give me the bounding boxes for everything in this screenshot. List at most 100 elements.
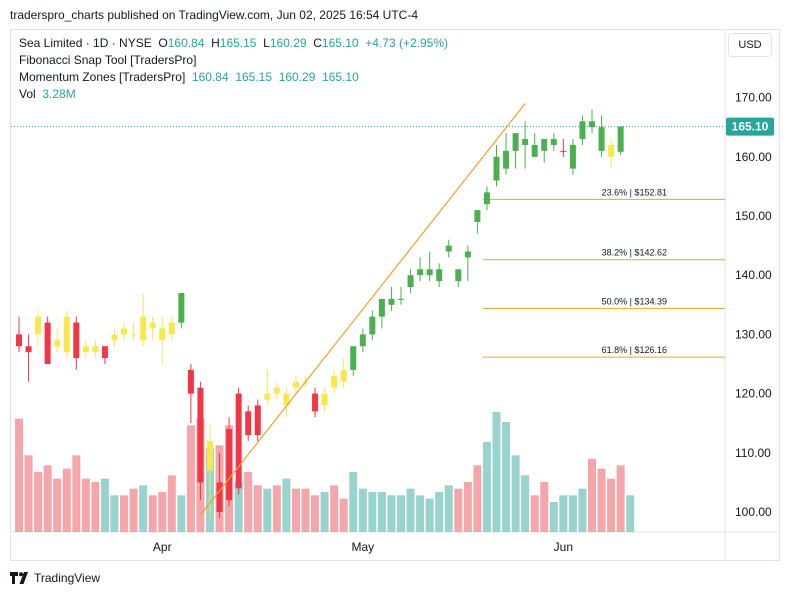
legend-low: 160.29 xyxy=(269,36,307,50)
candle-body xyxy=(426,269,433,276)
candle-body xyxy=(598,127,605,151)
legend-symbol[interactable]: Sea Limited · 1D · NYSE xyxy=(19,36,152,50)
volume-bar xyxy=(272,485,281,532)
volume-bar xyxy=(15,418,23,532)
fib-trendline xyxy=(199,103,526,516)
volume-bar xyxy=(129,488,138,532)
legend-indicator-fib[interactable]: Fibonacci Snap Tool [TradersPro] xyxy=(19,53,197,67)
candle-body xyxy=(541,139,548,151)
volume-bar xyxy=(263,488,272,532)
publisher-caption: traderspro_charts published on TradingVi… xyxy=(10,8,419,22)
volume-bar xyxy=(511,455,520,532)
price-tick-label: 100.00 xyxy=(735,505,772,519)
price-tick-label: 140.00 xyxy=(735,268,772,282)
candle-body xyxy=(550,139,557,145)
candle-body xyxy=(483,192,490,205)
legend-high: 165.15 xyxy=(219,36,257,50)
price-tick-label: 130.00 xyxy=(735,327,772,341)
volume-bar xyxy=(291,488,300,532)
volume-bar xyxy=(463,482,472,532)
candle-body xyxy=(273,387,280,394)
time-tick-label: May xyxy=(351,540,374,554)
chart-legend: Sea Limited · 1D · NYSE O160.84 H165.15 … xyxy=(19,35,448,103)
volume-bar xyxy=(358,488,367,532)
volume-bar xyxy=(540,482,549,532)
volume-bar xyxy=(549,502,558,532)
candle-body xyxy=(235,393,242,489)
candle-body xyxy=(168,322,175,335)
volume-bar xyxy=(377,492,386,532)
last-price-marker: 165.10 xyxy=(11,117,774,136)
fib-levels: 23.6% | $152.81 38.2% | $142.62 50.0% | $1… xyxy=(483,187,725,358)
volume-bar xyxy=(578,488,587,532)
price-tick-label: 160.00 xyxy=(735,150,772,164)
volume-bar xyxy=(444,485,453,532)
candle-body xyxy=(178,292,185,323)
legend-indicator-momentum-name: Momentum Zones [TradersPro] xyxy=(19,70,186,84)
candle-body xyxy=(283,393,290,406)
fib-level-label: 61.8% | $126.16 xyxy=(602,345,667,355)
volume-bar xyxy=(62,468,71,532)
candle-body xyxy=(140,316,147,341)
volume-bar xyxy=(349,472,358,532)
candle-body xyxy=(474,210,481,222)
price-tick-label: 150.00 xyxy=(735,209,772,223)
volume-bar xyxy=(301,488,310,532)
candle-body xyxy=(92,346,99,353)
candle-body xyxy=(264,393,271,400)
volume-bar xyxy=(568,495,577,532)
volume-bar xyxy=(530,495,539,532)
price-tick-label: 120.00 xyxy=(735,387,772,401)
candle-body xyxy=(197,387,204,483)
trendline xyxy=(199,103,526,516)
legend-change: +4.73 (+2.95%) xyxy=(365,36,448,50)
candle-body xyxy=(417,269,424,276)
volume-bar xyxy=(167,475,176,532)
candle-body xyxy=(292,381,299,388)
tradingview-brand[interactable]: TradingView xyxy=(10,571,100,585)
volume-bar xyxy=(311,495,320,532)
time-axis: Apr May Jun xyxy=(153,540,573,554)
candle-body xyxy=(493,156,500,181)
price-axis: 100.00 110.00 120.00 130.00 140.00 150.00 160.… xyxy=(735,91,772,519)
volume-bar xyxy=(435,492,444,532)
price-tick-label: 170.00 xyxy=(735,91,772,105)
candle-body xyxy=(216,482,223,512)
volume-bar xyxy=(368,492,377,532)
volume-bar xyxy=(91,482,100,532)
candle-body xyxy=(111,334,118,341)
candle-body xyxy=(130,334,137,336)
time-tick-label: Apr xyxy=(153,540,172,554)
currency-button[interactable]: USD xyxy=(728,33,772,57)
candle-body xyxy=(121,328,128,335)
legend-open: 160.84 xyxy=(167,36,205,50)
volume-bar xyxy=(425,498,434,532)
candle-body xyxy=(159,328,166,341)
candle-body xyxy=(569,144,576,169)
legend-high-label: H xyxy=(211,36,220,50)
volume-bar xyxy=(473,465,482,532)
candle-body xyxy=(350,346,357,370)
candle-body xyxy=(73,322,80,359)
candle-body xyxy=(522,139,529,145)
volume-bar xyxy=(397,495,405,532)
volume-bars xyxy=(15,412,635,532)
volume-bar xyxy=(177,495,186,532)
candle-body xyxy=(63,316,70,353)
tradingview-brand-label: TradingView xyxy=(34,571,101,585)
legend-volume[interactable]: Vol 3.28M xyxy=(19,86,448,103)
volume-bar xyxy=(244,472,253,532)
grid-lines xyxy=(11,30,779,560)
volume-bar xyxy=(100,478,109,532)
time-tick-label: Jun xyxy=(554,540,573,554)
legend-indicator-momentum[interactable]: Momentum Zones [TradersPro] 160.84 165.1… xyxy=(19,69,448,86)
last-price-label: 165.10 xyxy=(732,120,769,134)
volume-bar xyxy=(139,485,148,532)
volume-bar xyxy=(158,492,167,532)
candle-body xyxy=(407,275,414,288)
candle-body xyxy=(512,133,519,151)
candle-body xyxy=(312,393,319,412)
volume-bar xyxy=(492,412,501,532)
fib-level-label: 38.2% | $142.62 xyxy=(602,248,667,258)
